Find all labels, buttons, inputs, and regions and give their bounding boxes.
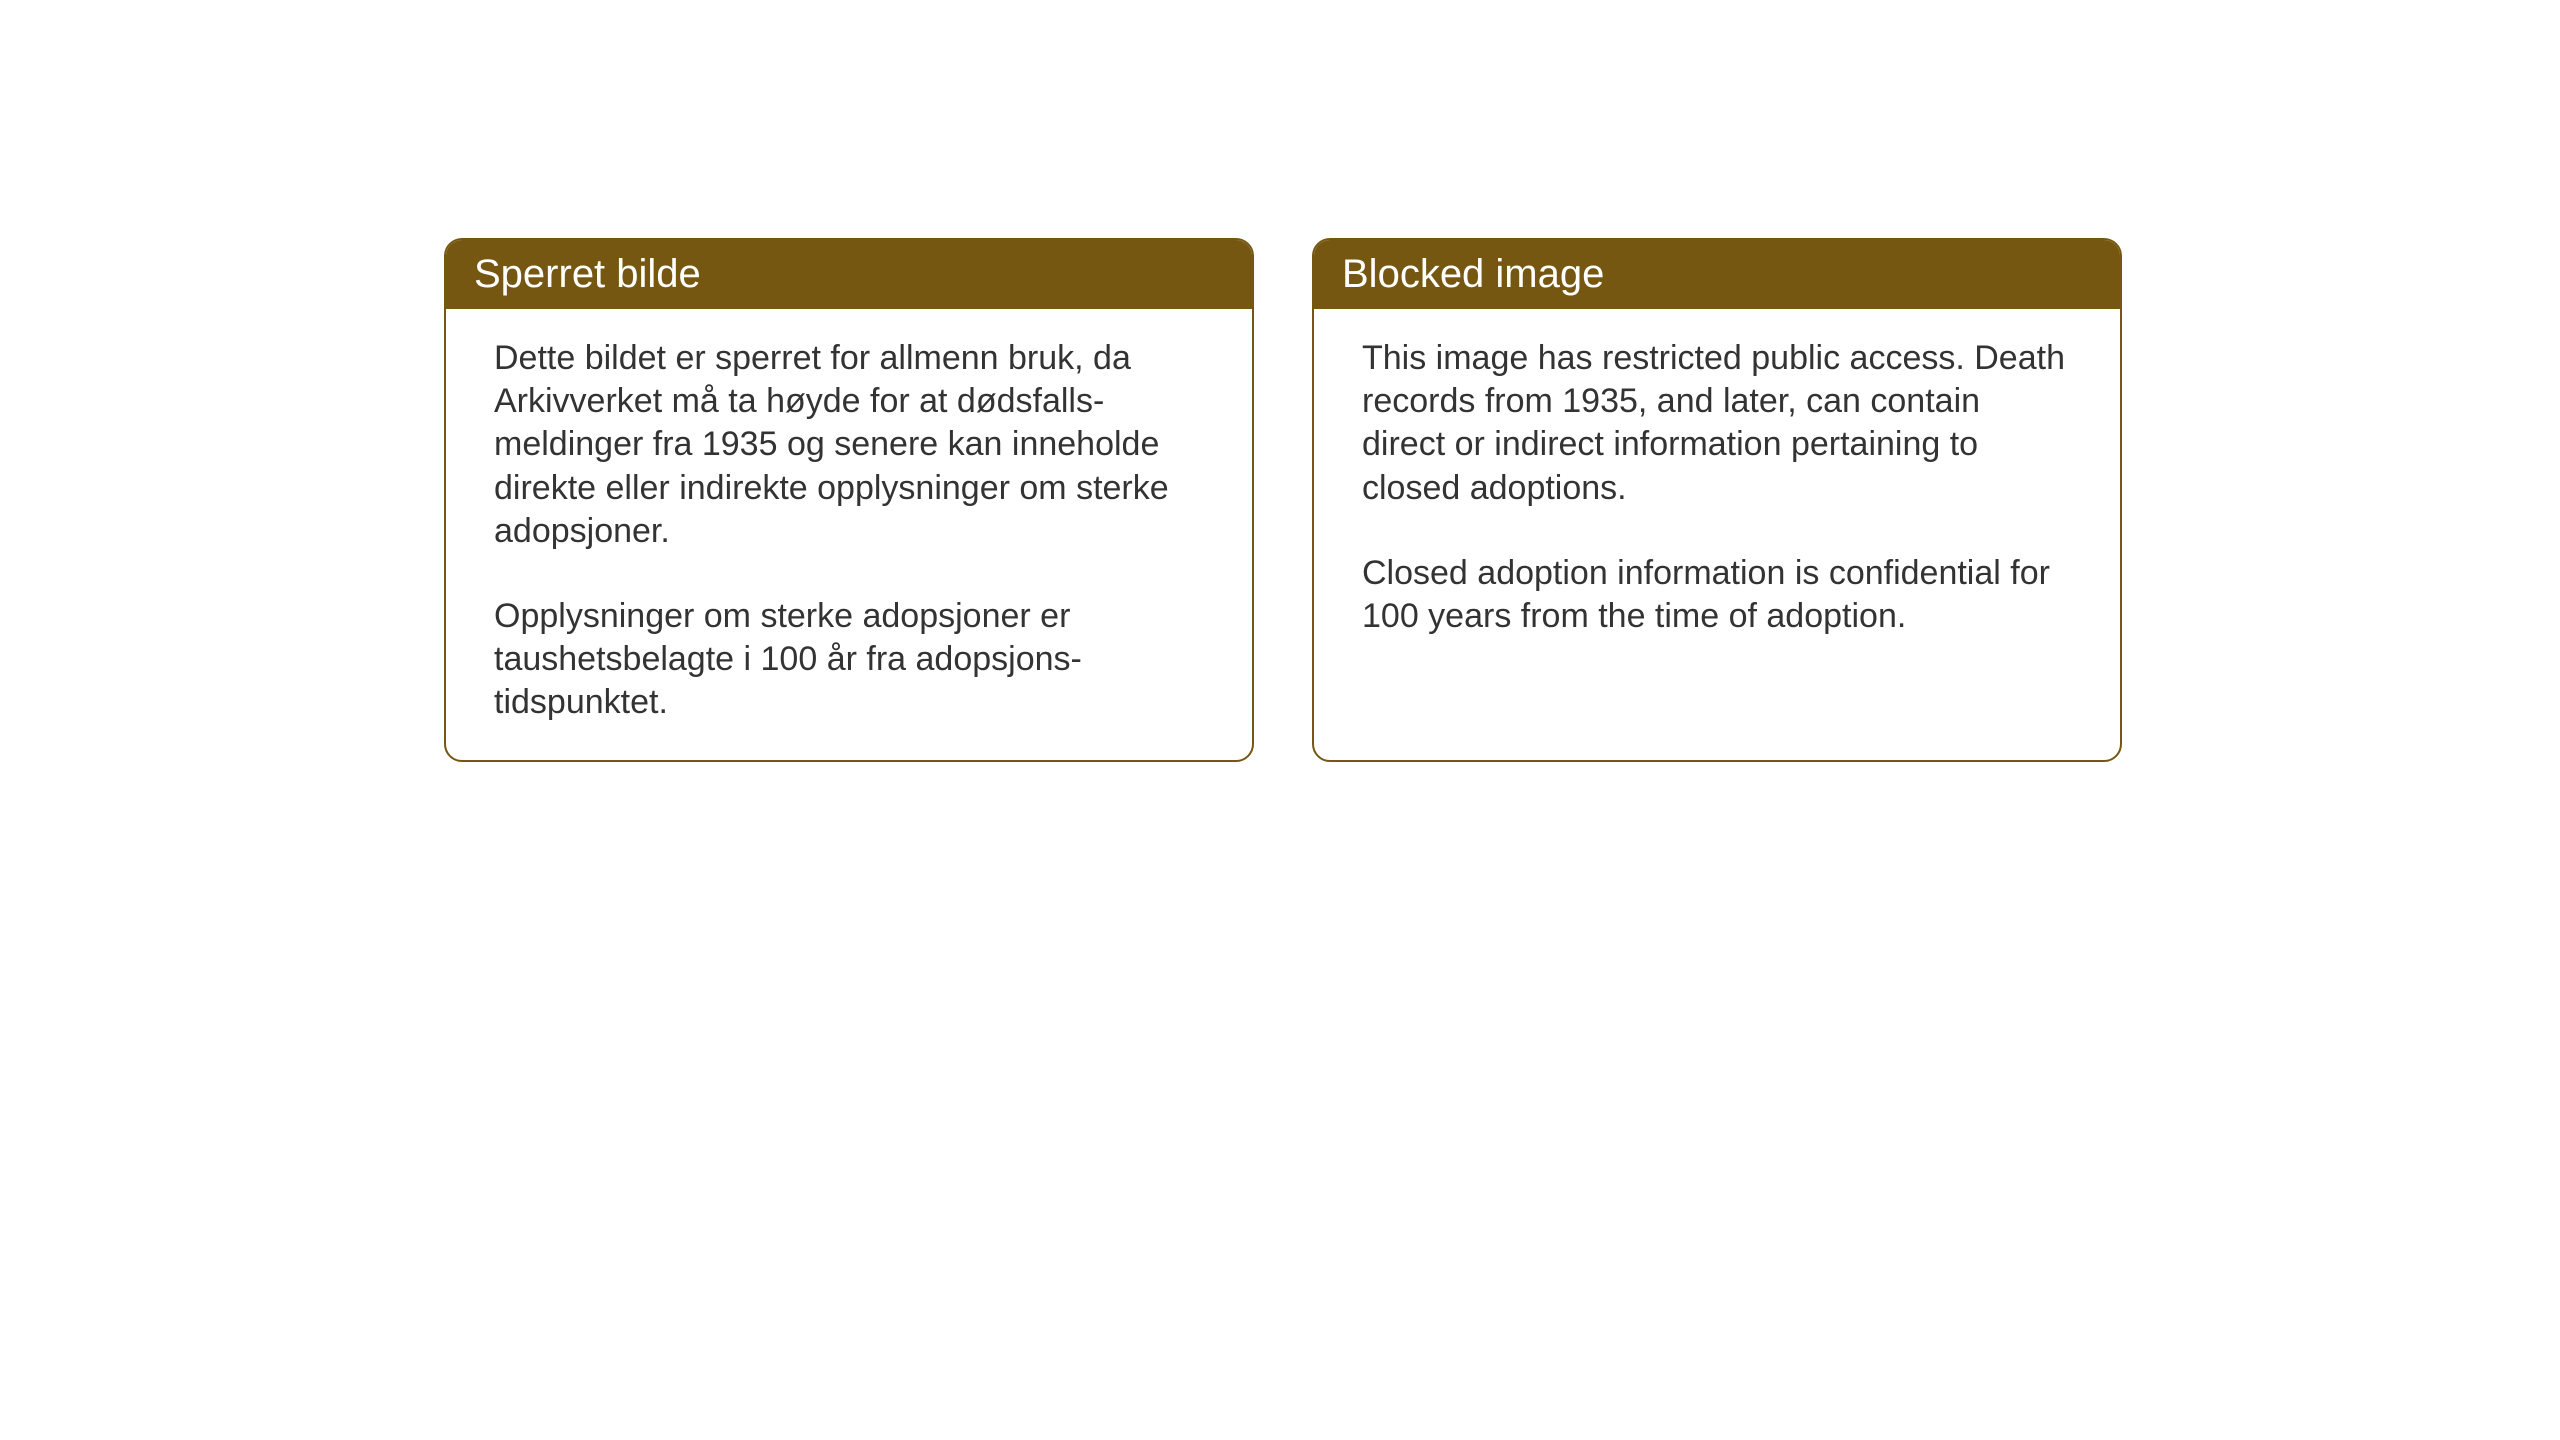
norwegian-card-body: Dette bildet er sperret for allmenn bruk…	[446, 309, 1252, 760]
english-paragraph-1: This image has restricted public access.…	[1362, 337, 2072, 510]
norwegian-card-title: Sperret bilde	[446, 240, 1252, 309]
norwegian-paragraph-2: Opplysninger om sterke adopsjoner er tau…	[494, 595, 1204, 725]
english-paragraph-2: Closed adoption information is confident…	[1362, 552, 2072, 638]
english-notice-card: Blocked image This image has restricted …	[1312, 238, 2122, 762]
english-card-title: Blocked image	[1314, 240, 2120, 309]
notice-container: Sperret bilde Dette bildet er sperret fo…	[444, 238, 2122, 762]
english-card-body: This image has restricted public access.…	[1314, 309, 2120, 674]
norwegian-notice-card: Sperret bilde Dette bildet er sperret fo…	[444, 238, 1254, 762]
norwegian-paragraph-1: Dette bildet er sperret for allmenn bruk…	[494, 337, 1204, 553]
